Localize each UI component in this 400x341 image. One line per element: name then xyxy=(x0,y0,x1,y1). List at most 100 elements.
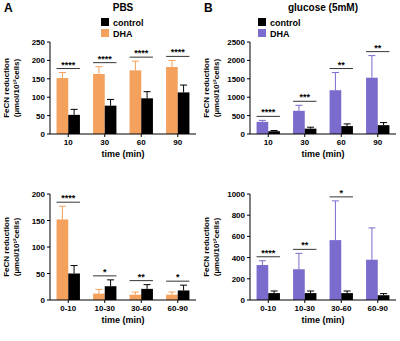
y-tick xyxy=(247,97,250,98)
significance-label: **** xyxy=(134,48,149,58)
x-tick xyxy=(377,300,378,303)
error-bar xyxy=(144,92,151,99)
x-tick xyxy=(104,134,105,137)
bar xyxy=(330,90,342,134)
x-tick xyxy=(141,134,142,137)
bar xyxy=(93,74,105,134)
y-tick-label: 200 xyxy=(32,56,46,65)
x-tick-label: 60-90 xyxy=(168,304,189,313)
x-tick-label: 10 xyxy=(264,138,273,147)
error-bar xyxy=(132,292,139,295)
error-bar xyxy=(168,292,175,295)
x-tick-label: 30 xyxy=(100,138,109,147)
y-tick xyxy=(247,115,250,116)
error-bar xyxy=(344,291,351,293)
x-tick xyxy=(377,134,378,137)
error-bar xyxy=(132,61,139,70)
error-bar xyxy=(380,294,387,296)
x-tick-label: 30 xyxy=(300,138,309,147)
y-axis-label: (µmol/10¹²cells) xyxy=(212,58,221,117)
x-axis-label: time (min) xyxy=(101,315,144,325)
significance-label: *** xyxy=(299,92,310,102)
bar xyxy=(341,293,353,300)
error-bar xyxy=(180,285,187,290)
marks xyxy=(257,56,390,134)
error-bar xyxy=(295,105,302,111)
x-tick-label: 60 xyxy=(137,138,146,147)
error-bar xyxy=(344,124,351,126)
x-tick xyxy=(141,300,142,303)
bar xyxy=(268,293,280,300)
x-tick xyxy=(268,134,269,137)
legend-swatch xyxy=(101,18,109,26)
significance-label: **** xyxy=(98,54,113,64)
x-tick xyxy=(177,300,178,303)
x-tick-label: 60-90 xyxy=(368,304,389,313)
significance-label: **** xyxy=(61,60,76,70)
error-bar xyxy=(59,73,66,79)
bar xyxy=(341,126,353,134)
error-bar xyxy=(259,120,266,121)
bar xyxy=(105,286,117,300)
bar xyxy=(257,122,269,134)
y-tick-label: 1500 xyxy=(227,75,245,84)
marks xyxy=(57,60,190,134)
error-bar xyxy=(307,291,314,293)
legend: controlDHA xyxy=(258,18,301,39)
bar xyxy=(293,269,305,300)
chart-title: PBS xyxy=(113,2,134,13)
bar xyxy=(57,219,69,300)
x-tick-label: 60 xyxy=(337,138,346,147)
y-tick-label: 150 xyxy=(32,217,46,226)
y-tick-label: 250 xyxy=(32,38,46,47)
panel-label: B xyxy=(204,1,213,15)
y-tick xyxy=(47,115,50,116)
y-tick-label: 50 xyxy=(36,112,45,121)
significance-label: ** xyxy=(374,43,382,53)
error-bar xyxy=(380,123,387,126)
bar xyxy=(57,78,69,134)
bar xyxy=(93,294,105,300)
y-tick xyxy=(247,42,250,43)
x-axis-label: time (min) xyxy=(301,315,344,325)
y-tick-label: 500 xyxy=(232,112,246,121)
x-tick xyxy=(341,300,342,303)
x-tick xyxy=(304,300,305,303)
y-tick xyxy=(247,194,250,195)
x-tick xyxy=(268,300,269,303)
x-tick xyxy=(341,134,342,137)
legend-swatch xyxy=(258,29,266,37)
x-tick xyxy=(104,300,105,303)
significance-label: **** xyxy=(261,107,276,117)
y-axis-label: FeCN reduction xyxy=(2,58,11,118)
marks xyxy=(57,206,190,300)
bar xyxy=(141,98,153,134)
bar xyxy=(68,115,80,134)
x-tick-label: 30-60 xyxy=(331,304,352,313)
y-tick xyxy=(47,78,50,79)
significance-label: ** xyxy=(138,272,146,282)
legend-label: control xyxy=(270,18,301,28)
y-tick-label: 2000 xyxy=(227,56,245,65)
error-bar xyxy=(71,266,78,274)
panel-label: A xyxy=(4,1,13,15)
error-bar xyxy=(180,85,187,92)
significance-label: * xyxy=(103,267,107,277)
x-tick-label: 90 xyxy=(373,138,382,147)
x-tick xyxy=(68,134,69,137)
y-tick-label: 50 xyxy=(36,270,45,279)
x-axis xyxy=(50,134,196,135)
error-bar xyxy=(71,109,78,115)
y-tick xyxy=(47,42,50,43)
x-axis-label: time (min) xyxy=(301,149,344,159)
y-axis xyxy=(50,42,51,134)
chart-panel: *******020040060080010000-1010-3030-6060… xyxy=(202,188,396,325)
bar xyxy=(378,295,390,300)
bar xyxy=(130,70,142,134)
error-bar xyxy=(107,99,114,105)
x-tick-label: 10 xyxy=(64,138,73,147)
error-bar xyxy=(59,206,66,219)
bar xyxy=(141,289,153,300)
legend-swatch xyxy=(258,18,266,26)
bar xyxy=(166,67,178,134)
